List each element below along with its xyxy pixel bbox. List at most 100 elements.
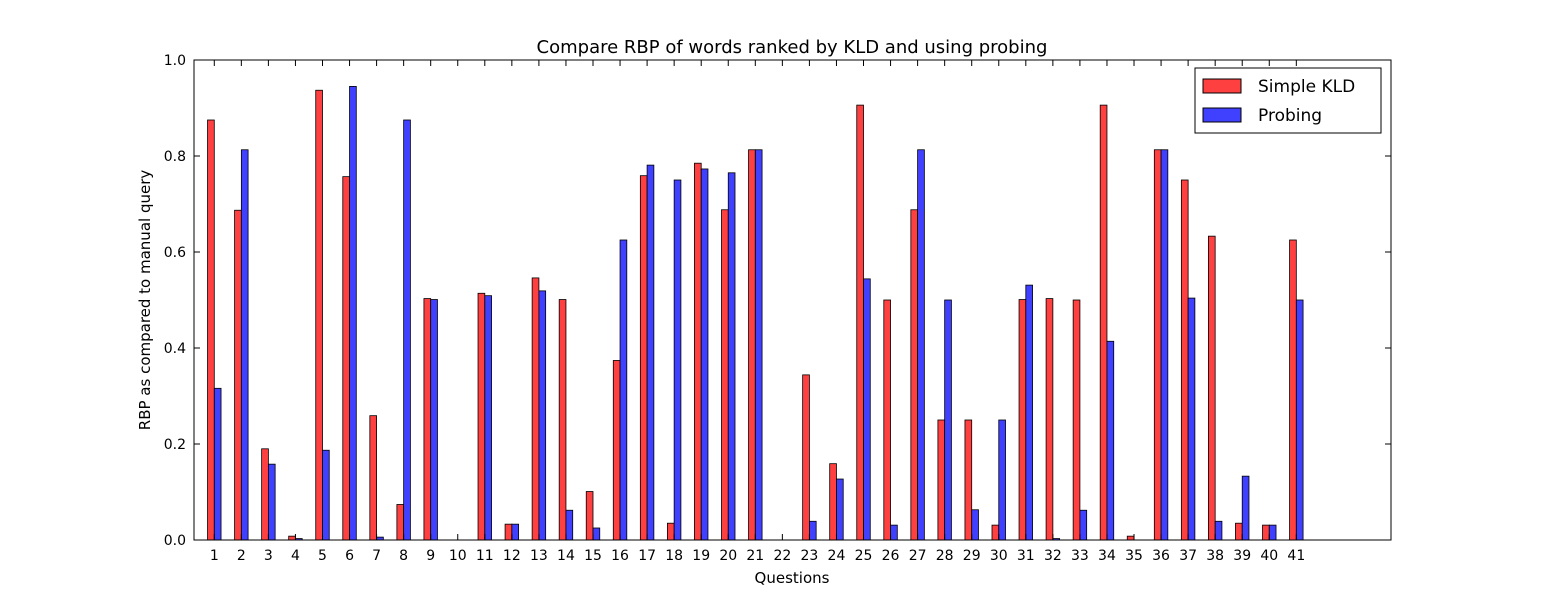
bar-simple-kld-q5 [315,89,323,541]
x-tick-label: 20 [719,548,737,564]
x-tick-label: 31 [1017,548,1035,564]
x-tick-label: 32 [1044,548,1062,564]
bar-probing-q39 [1241,475,1250,541]
x-tick-label: 1 [210,548,219,564]
bar-probing-q30 [998,419,1006,541]
bar-probing-q14 [565,509,574,541]
x-tick-label: 11 [476,548,494,564]
bar-simple-kld-q24 [829,463,837,541]
x-tick-label: 35 [1125,548,1143,564]
x-tick-label: 24 [828,548,846,564]
x-tick-label: 38 [1206,548,1224,564]
bar-probing-q24 [836,478,844,541]
x-tick-label: 15 [584,548,602,564]
bar-simple-kld-q32 [1045,298,1054,541]
y-tick-label: 0.0 [164,533,186,549]
bar-probing-q17 [646,164,655,541]
bar-simple-kld-q4 [288,535,296,541]
x-axis-label: Questions [755,569,830,587]
bar-simple-kld-q13 [531,277,540,541]
x-tick-label: 27 [909,548,927,564]
bar-simple-kld-q26 [883,299,891,541]
x-tick-label: 2 [237,548,246,564]
y-tick-label: 1.0 [164,53,186,69]
bar-simple-kld-q36 [1153,149,1162,541]
x-tick-label: 17 [638,548,656,564]
bar-simple-kld-q40 [1262,524,1270,541]
legend-swatch-simple-kld [1202,78,1242,94]
bar-probing-q2 [240,149,249,541]
x-tick-label: 36 [1152,548,1170,564]
bar-probing-q5 [322,449,330,541]
x-tick-label: 18 [665,548,683,564]
bar-probing-q29 [971,509,979,541]
bar-simple-kld-q35 [1126,535,1135,541]
bar-simple-kld-q34 [1099,104,1108,541]
bar-probing-q33 [1079,509,1088,541]
bar-probing-q25 [863,278,871,541]
bar-simple-kld-q11 [477,292,486,541]
bar-probing-q15 [592,527,601,541]
bar-simple-kld-q38 [1208,235,1216,541]
bar-simple-kld-q21 [748,149,756,541]
legend-swatch-probing [1202,107,1242,123]
bar-simple-kld-q19 [694,162,702,541]
bar-simple-kld-q39 [1235,522,1243,541]
bar-probing-q19 [700,168,709,541]
bar-probing-q12 [511,523,520,541]
legend-label-simple-kld: Simple KLD [1258,77,1355,97]
x-tick-label: 22 [773,548,791,564]
x-tick-label: 33 [1071,548,1089,564]
bar-simple-kld-q27 [910,209,919,541]
x-tick-label: 34 [1098,548,1116,564]
bar-simple-kld-q15 [585,491,594,541]
x-tick-label: 39 [1233,548,1251,564]
x-tick-label: 4 [291,548,300,564]
x-tick-label: 12 [503,548,521,564]
bar-probing-q6 [349,86,357,541]
bar-probing-q8 [403,119,411,541]
bar-probing-q18 [673,179,682,541]
x-tick-label: 28 [936,548,954,564]
y-axis-label: RBP as compared to manual query [136,170,154,431]
x-tick-label: 40 [1260,548,1278,564]
bar-simple-kld-q8 [396,504,405,541]
bar-simple-kld-q23 [802,374,810,541]
bar-probing-q41 [1295,299,1304,541]
plot-frame [193,59,1392,541]
bar-simple-kld-q2 [234,209,242,541]
y-tick-label: 0.2 [164,437,186,453]
bar-simple-kld-q16 [612,360,621,541]
x-tick-label: 5 [318,548,327,564]
bar-probing-q26 [890,524,898,541]
x-tick-label: 7 [372,548,381,564]
x-tick-label: 14 [557,548,575,564]
bar-simple-kld-q30 [991,524,1000,541]
bar-simple-kld-q20 [721,209,729,541]
bar-probing-q13 [538,290,547,541]
x-tick-label: 29 [963,548,981,564]
x-tick-label: 10 [449,548,467,564]
bar-simple-kld-q33 [1072,299,1081,541]
bar-probing-q40 [1268,524,1277,541]
bar-probing-q34 [1106,340,1115,541]
x-tick-label: 6 [345,548,354,564]
bar-simple-kld-q9 [423,298,432,541]
x-tick-label: 37 [1179,548,1197,564]
x-tick-label: 19 [692,548,710,564]
x-axis: 1 2 3 4 5 6 7 8 9 10 11 12 13 14 15 16 17 18 19 20 21 22 23 24 2… [210,60,1305,564]
bar-simple-kld-q37 [1180,179,1189,541]
bar-probing-q20 [727,172,736,541]
x-tick-label: 23 [800,548,818,564]
bar-simple-kld-q3 [261,448,269,541]
bar-simple-kld-q18 [666,522,675,541]
legend-label-probing: Probing [1258,106,1322,126]
x-tick-label: 30 [990,548,1008,564]
x-tick-label: 25 [855,548,873,564]
x-tick-label: 21 [746,548,764,564]
bar-simple-kld-q12 [504,523,513,541]
x-tick-label: 16 [611,548,629,564]
x-tick-label: 3 [264,548,273,564]
bar-probing-q38 [1214,520,1223,541]
y-axis: 0.0 0.2 0.4 0.6 0.8 1.0 [164,53,1391,549]
